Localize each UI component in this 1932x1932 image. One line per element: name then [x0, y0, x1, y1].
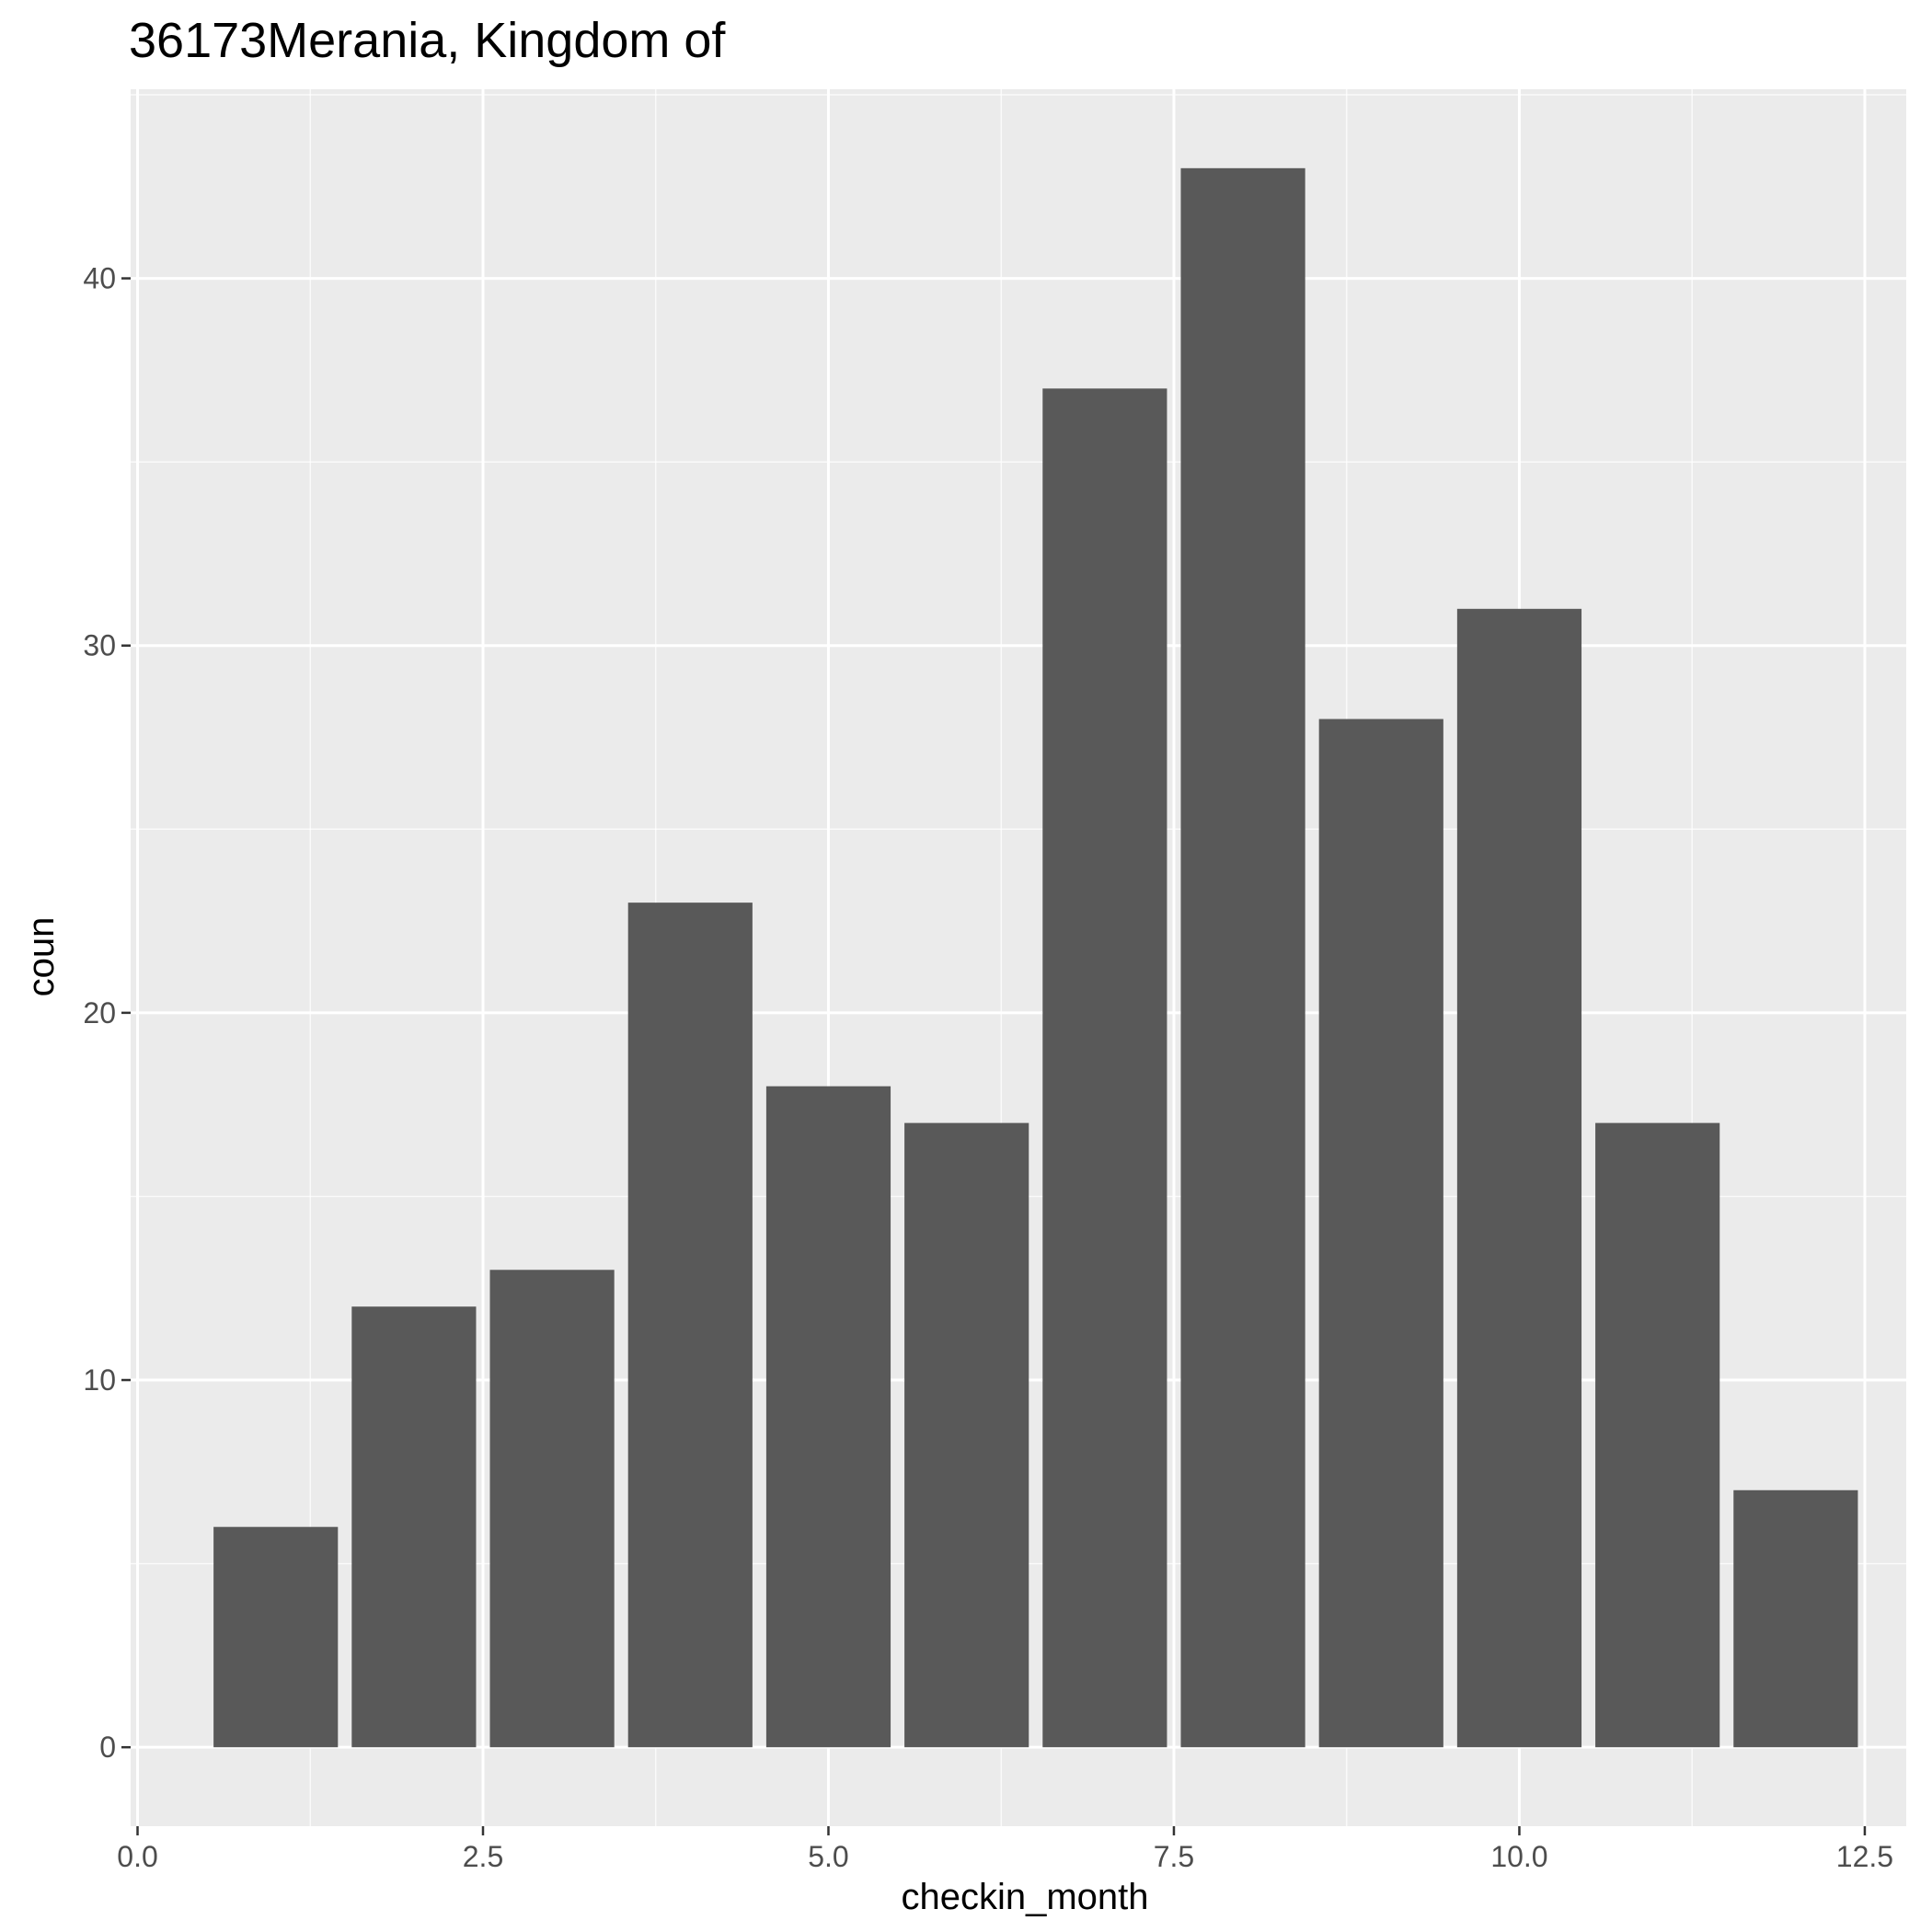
x-tick-label: 2.5: [463, 1840, 503, 1873]
x-axis-title: checkin_month: [901, 1877, 1148, 1917]
y-axis-title: coun: [21, 917, 62, 997]
bar-month-6: [904, 1122, 1029, 1748]
x-tick-label: 0.0: [117, 1840, 157, 1873]
y-tick-label: 30: [83, 629, 116, 662]
bar-month-4: [627, 903, 753, 1748]
y-tick-label: 10: [83, 1363, 116, 1397]
bar-month-3: [489, 1270, 615, 1748]
y-tick-label: 0: [99, 1731, 116, 1764]
bar-month-7: [1042, 388, 1167, 1748]
x-axis: 0.0 2.5 5.0 7.5 10.0 12.5: [117, 1826, 1893, 1873]
y-axis: 0 10 20 30 40: [83, 262, 131, 1764]
x-tick-label: 10.0: [1490, 1840, 1547, 1873]
bar-month-8: [1180, 167, 1305, 1748]
x-tick-label: 5.0: [808, 1840, 848, 1873]
bar-month-2: [351, 1306, 477, 1748]
bar-month-9: [1318, 719, 1443, 1748]
bar-month-10: [1456, 608, 1582, 1748]
bar-month-12: [1733, 1489, 1858, 1748]
bar-month-5: [765, 1086, 891, 1748]
x-tick-label: 12.5: [1836, 1840, 1893, 1873]
bars: [213, 167, 1858, 1748]
bar-month-1: [213, 1526, 339, 1748]
chart-title: 36173Merania, Kingdom of: [129, 13, 726, 68]
x-tick-label: 7.5: [1154, 1840, 1194, 1873]
bar-month-11: [1595, 1122, 1720, 1748]
y-tick-label: 40: [83, 262, 116, 295]
y-tick-label: 20: [83, 996, 116, 1029]
